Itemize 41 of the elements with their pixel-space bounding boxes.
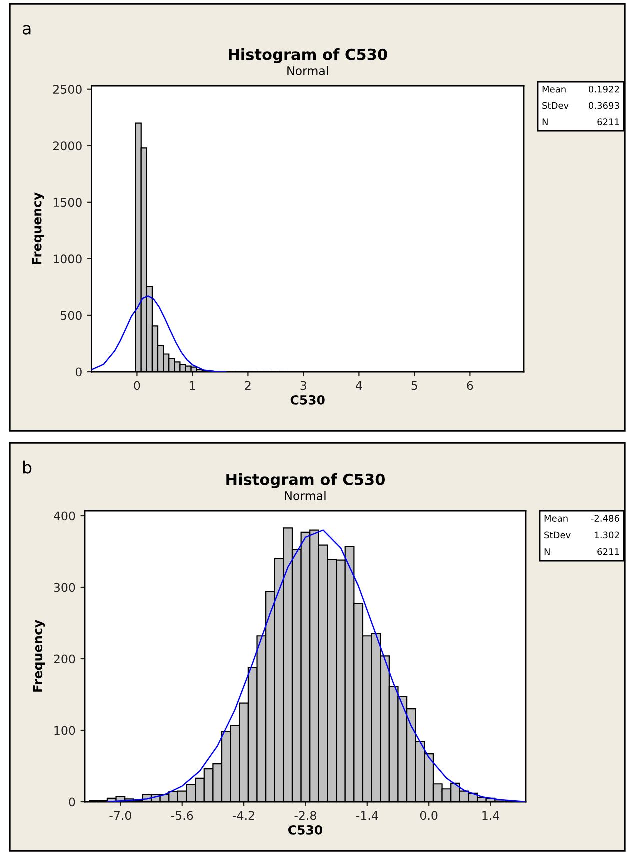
x-tick-label: -4.2 (233, 811, 254, 820)
y-tick-label: 1500 (54, 198, 82, 208)
x-tick-label: -5.6 (171, 811, 194, 820)
text: Mean -2.486 (544, 515, 620, 522)
text: N 6211 (542, 118, 620, 126)
x-tick-label: -7.0 (110, 811, 132, 820)
x-tick-label: 1.4 (482, 811, 500, 820)
x-tick-label: 3 (300, 381, 306, 390)
x-axis-title: C530 (290, 395, 325, 405)
x-axis-title: C530 (288, 825, 323, 835)
x-tick-label: 5 (412, 381, 418, 390)
x-tick-label: -2.8 (294, 811, 316, 820)
y-tick-label: 200 (54, 654, 76, 664)
text: a (23, 25, 31, 35)
chart-title: Histogram of C530 (226, 474, 386, 488)
text: b (24, 460, 32, 474)
y-tick-label: 400 (54, 512, 76, 521)
x-tick-label: -1.4 (356, 811, 378, 820)
x-tick-label: 1 (190, 381, 196, 390)
y-tick-label: 500 (61, 311, 82, 320)
y-axis-title: Frequency (33, 620, 46, 692)
y-tick-label: 2500 (53, 85, 82, 94)
y-axis-title: Frequency (32, 192, 44, 264)
y-tick-label: 2000 (53, 142, 82, 151)
y-tick-label: 0 (69, 798, 76, 807)
text: Mean 0.1922 (542, 86, 620, 93)
text: N 6211 (544, 548, 620, 556)
y-tick-label: 0 (76, 368, 82, 377)
x-tick-label: 4 (356, 381, 362, 390)
text: StDev 0.3693 (542, 102, 620, 110)
x-tick-label: 0.0 (420, 811, 438, 820)
y-tick-label: 300 (54, 583, 76, 592)
x-tick-label: 0 (134, 381, 140, 390)
chart-subtitle: Normal (288, 66, 328, 76)
x-tick-label: 2 (245, 381, 251, 390)
text: StDev 1.302 (544, 532, 620, 539)
x-tick-label: 6 (467, 381, 474, 390)
chart-subtitle: Normal (285, 491, 326, 500)
y-tick-label: 100 (54, 726, 76, 736)
chart-title: Histogram of C530 (229, 48, 388, 64)
y-tick-label: 1000 (54, 254, 82, 264)
